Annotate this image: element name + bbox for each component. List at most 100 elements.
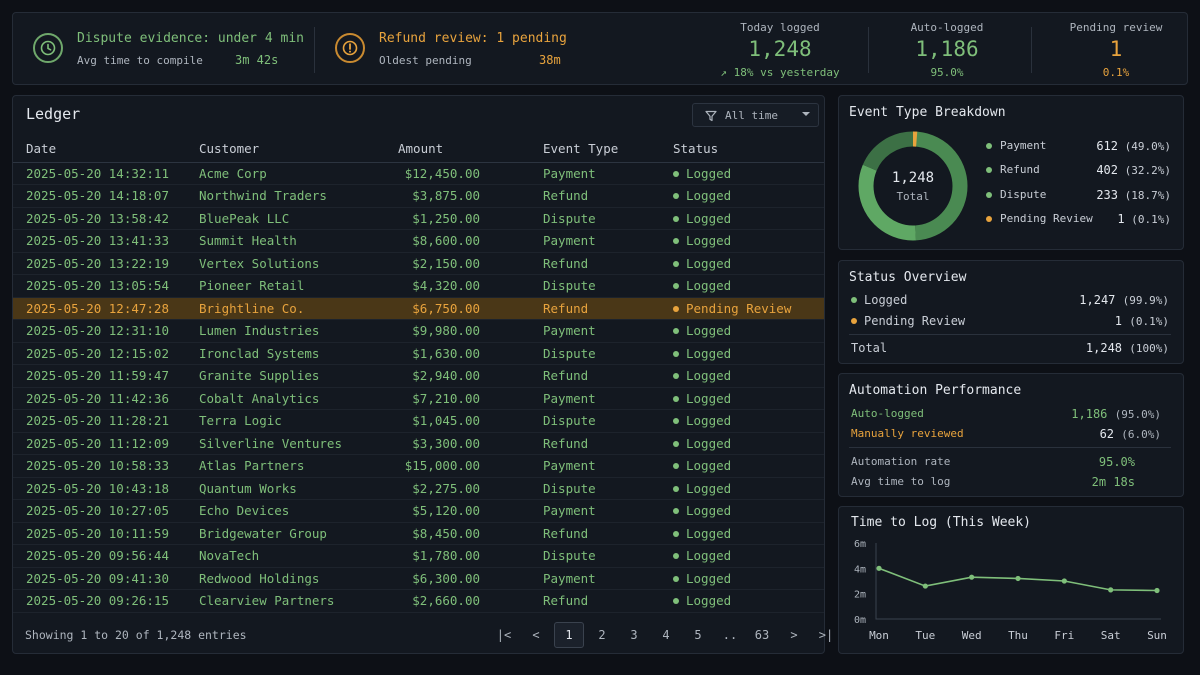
cell-event-type: Refund [530,589,660,613]
cell-event-type: Dispute [530,274,660,298]
dispute-alert: Dispute evidence: under 4 min Avg time t… [13,13,313,86]
table-row[interactable]: 2025-05-20 12:15:02 Ironclad Systems $1,63… [13,342,824,365]
legend-label: Pending Review [1000,212,1093,225]
status-dot [673,575,679,582]
next-page-button[interactable]: > [790,628,798,642]
status-label-text: Pending Review [864,314,966,328]
column-header-event-type[interactable]: Event Type [530,136,660,163]
table-row[interactable]: 2025-05-20 09:56:44 NovaTech $1,780.00 Disp… [13,544,824,568]
stat-sub-text: 18% vs yesterday [733,66,840,79]
table-row[interactable]: 2025-05-20 09:26:15 Clearview Partners $2,… [13,589,824,613]
x-tick-label: Mon [869,629,889,642]
auto-logged-value: 1,186 (95.0%) [1071,407,1161,421]
data-point[interactable] [1015,575,1021,582]
cell-customer: Clearview Partners [186,589,358,613]
data-point[interactable] [876,565,882,571]
table-row[interactable]: 2025-05-20 10:58:33 Atlas Partners $15,000… [13,454,824,478]
cell-event-type: Refund [530,297,660,320]
data-point[interactable] [969,574,975,580]
cell-customer: Bridgewater Group [186,522,358,545]
page-button[interactable]: 5 [694,628,702,642]
chevron-down-icon [802,112,810,116]
table-row[interactable]: 2025-05-20 12:31:10 Lumen Industries $9,98… [13,319,824,343]
cell-event-type: Dispute [530,207,660,230]
page-button[interactable]: 63 [754,628,770,642]
ledger-title: Ledger [26,105,81,123]
table-row[interactable]: 2025-05-20 13:58:42 BluePeak LLC $1,250.00… [13,207,824,230]
cell-customer: Atlas Partners [186,454,358,478]
cell-amount: $1,780.00 [358,544,530,568]
table-row[interactable]: 2025-05-20 11:12:09 Silverline Ventures $3… [13,432,824,455]
status-total-label: Total [851,341,888,355]
cell-date: 2025-05-20 09:26:15 [13,589,186,613]
table-row[interactable]: 2025-05-20 09:41:30 Redwood Holdings $6,30… [13,567,824,590]
table-row[interactable]: 2025-05-20 13:05:54 Pioneer Retail $4,320.… [13,274,824,298]
x-tick-label: Wed [962,629,982,642]
data-point[interactable] [1154,587,1160,594]
table-row[interactable]: 2025-05-20 13:41:33 Summit Health $8,600.0… [13,229,824,253]
status-dot [673,283,679,290]
table-row[interactable]: 2025-05-20 14:32:11 Acme Corp $12,450.00 Pa… [13,162,824,185]
x-tick-label: Sun [1147,629,1167,642]
table-row[interactable]: 2025-05-20 10:27:05 Echo Devices $5,120.00… [13,499,824,523]
cell-status: Pending Review [660,297,824,320]
table-row[interactable]: 2025-05-20 11:28:21 Terra Logic $1,045.00 D… [13,409,824,433]
dispute-alert-label: Avg time to compile [77,54,203,67]
table-row-highlighted[interactable]: 2025-05-20 12:47:28 Brightline Co. $6,750.… [13,297,824,320]
stat-label: Auto-logged [910,21,984,34]
column-header-date[interactable]: Date [13,136,186,163]
cell-event-type: Dispute [530,342,660,365]
status-dot [851,318,857,324]
legend-pct: (32.2%) [1124,164,1171,177]
status-dot [673,193,679,200]
table-row[interactable]: 2025-05-20 10:43:18 Quantum Works $2,275.0… [13,477,824,500]
status-count: 1 [1114,314,1123,328]
table-row[interactable]: 2025-05-20 13:22:19 Vertex Solutions $2,15… [13,252,824,275]
status-pct: (99.9%) [1122,294,1169,307]
cell-amount: $3,300.00 [358,432,530,455]
status-dot [673,395,679,402]
cell-date: 2025-05-20 14:32:11 [13,162,186,185]
status-text: Logged [686,413,732,429]
chart-axes [875,543,1161,620]
legend-count: 402 [1096,163,1119,177]
donut-slice-pending-review [858,131,968,241]
legend-dot [986,143,992,149]
page-button[interactable]: 2 [598,628,606,642]
cell-customer: BluePeak LLC [186,207,358,230]
cell-date: 2025-05-20 12:31:10 [13,319,186,343]
table-row[interactable]: 2025-05-20 11:42:36 Cobalt Analytics $7,21… [13,387,824,410]
legend-count: 612 [1096,139,1119,153]
donut-total-label: Total [896,190,930,203]
page-button-current[interactable]: 1 [554,622,584,648]
time-filter-dropdown[interactable]: All time [692,103,819,127]
prev-page-button[interactable]: < [532,628,540,642]
status-dot [673,170,679,177]
cell-amount: $5,120.00 [358,499,530,523]
table-row[interactable]: 2025-05-20 11:59:47 Granite Supplies $2,94… [13,364,824,388]
cell-date: 2025-05-20 11:12:09 [13,432,186,455]
column-header-status[interactable]: Status [660,136,824,163]
cell-status: Logged [660,454,824,478]
data-point[interactable] [922,583,928,589]
data-point[interactable] [1108,587,1114,593]
first-page-button[interactable]: |< [496,628,512,642]
cell-amount: $6,750.00 [358,297,530,320]
table-row[interactable]: 2025-05-20 10:11:59 Bridgewater Group $8,4… [13,522,824,545]
column-header-customer[interactable]: Customer [186,136,358,163]
table-row[interactable]: 2025-05-20 14:18:07 Northwind Traders $3,8… [13,184,824,208]
page-button[interactable]: 3 [630,628,638,642]
cell-amount: $12,450.00 [358,162,530,185]
legend-dot [986,192,992,198]
page-button[interactable]: 4 [662,628,670,642]
column-header-amount[interactable]: Amount [358,136,530,163]
last-page-button[interactable]: >| [818,628,834,642]
page-ellipsis: .. [722,628,738,642]
clock-icon [33,33,63,63]
cell-amount: $1,045.00 [358,409,530,433]
status-count: 1,248 [1085,341,1123,355]
divider [868,27,869,73]
status-overview-panel: Status Overview Logged 1,247 (99.9%) Pen… [838,260,1184,364]
data-point[interactable] [1061,578,1067,584]
x-tick-label: Sat [1101,629,1121,642]
